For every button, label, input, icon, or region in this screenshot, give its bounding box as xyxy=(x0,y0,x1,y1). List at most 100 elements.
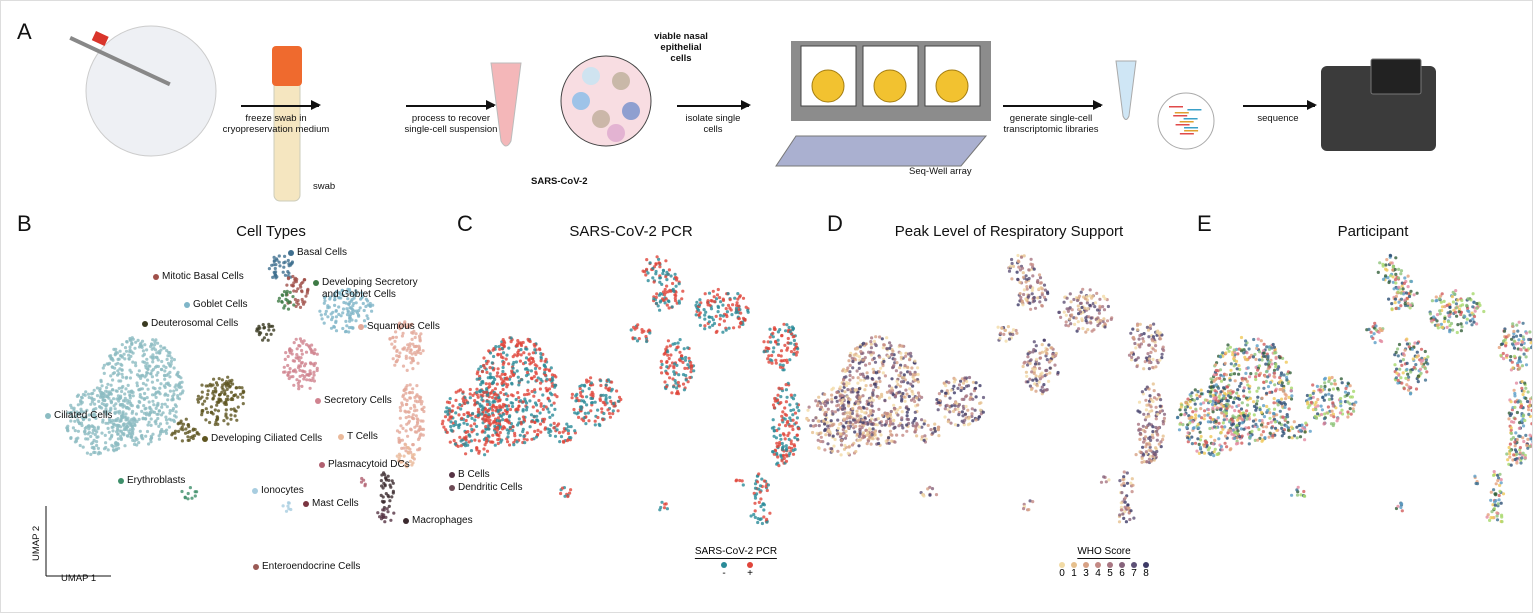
umap-point xyxy=(1031,274,1035,278)
umap-point xyxy=(1074,316,1078,320)
umap-point xyxy=(163,402,167,406)
umap-point xyxy=(137,369,141,373)
umap-point xyxy=(608,395,612,399)
umap-point xyxy=(1472,300,1476,304)
umap-point xyxy=(224,414,228,418)
umap-point xyxy=(1076,304,1080,308)
umap-point xyxy=(125,340,129,344)
umap-point xyxy=(329,312,333,316)
umap-point xyxy=(151,338,155,342)
umap-point xyxy=(120,372,124,376)
umap-point xyxy=(491,404,495,408)
umap-point xyxy=(883,423,887,427)
umap-point xyxy=(267,267,271,271)
umap-point xyxy=(159,348,163,352)
umap-point xyxy=(507,362,511,366)
umap-point xyxy=(861,421,865,425)
umap-point xyxy=(692,369,696,373)
umap-point xyxy=(855,414,859,418)
umap-point xyxy=(286,277,291,281)
umap-point xyxy=(393,339,397,343)
umap-point xyxy=(281,270,285,274)
umap-point xyxy=(577,415,581,419)
umap-point xyxy=(1161,345,1165,349)
umap-point xyxy=(146,423,150,427)
umap-point xyxy=(311,376,315,380)
umap-point xyxy=(159,344,163,348)
umap-point xyxy=(675,386,679,390)
umap-point xyxy=(498,347,502,351)
umap-point xyxy=(109,383,113,387)
umap-point xyxy=(856,402,861,406)
umap-point xyxy=(116,357,120,361)
umap-point xyxy=(487,413,491,417)
umap-point xyxy=(389,518,393,522)
umap-point xyxy=(115,351,119,355)
umap-point xyxy=(69,411,73,415)
umap-point xyxy=(738,294,742,298)
umap-point xyxy=(233,414,237,418)
umap-point xyxy=(836,408,840,412)
umap-point xyxy=(473,403,477,407)
umap-point xyxy=(826,442,830,446)
umap-point xyxy=(1148,443,1152,447)
umap-point xyxy=(471,393,475,397)
umap-point xyxy=(295,378,299,382)
umap-point xyxy=(934,493,939,497)
umap-point xyxy=(509,336,513,340)
umap-point xyxy=(386,510,390,514)
umap-point xyxy=(469,424,473,428)
umap-point xyxy=(871,427,875,431)
umap-point xyxy=(1399,376,1403,380)
umap-point xyxy=(1423,349,1427,354)
umap-point xyxy=(914,396,919,400)
umap-point xyxy=(823,412,827,416)
umap-point xyxy=(716,305,721,310)
umap-point xyxy=(399,409,403,413)
umap-point xyxy=(305,291,309,295)
umap-point xyxy=(894,369,899,373)
umap-point xyxy=(710,315,714,320)
umap-point xyxy=(788,424,792,428)
umap-point xyxy=(663,380,667,384)
umap-point xyxy=(118,367,122,371)
umap-point xyxy=(1142,453,1146,457)
umap-point xyxy=(791,418,795,422)
umap-point xyxy=(892,403,896,407)
umap-point xyxy=(1394,281,1398,285)
umap-point xyxy=(1454,302,1458,306)
umap-point xyxy=(158,432,162,436)
umap-point xyxy=(1497,345,1501,350)
umap-point xyxy=(509,340,513,344)
umap-point xyxy=(707,315,712,319)
umap-point xyxy=(475,448,479,452)
umap-point xyxy=(109,401,113,405)
umap-point xyxy=(341,307,346,311)
umap-point xyxy=(978,408,983,412)
umap-point xyxy=(862,406,866,410)
umap-point xyxy=(421,349,425,353)
umap-point xyxy=(302,339,306,343)
umap-point xyxy=(400,460,404,464)
umap-point xyxy=(735,478,739,482)
umap-point xyxy=(498,431,502,435)
umap-point xyxy=(660,362,664,367)
umap-point xyxy=(873,382,877,386)
umap-point xyxy=(1029,284,1033,288)
umap-point xyxy=(1393,278,1398,282)
umap-point xyxy=(331,315,335,319)
umap-point xyxy=(835,399,839,403)
umap-point xyxy=(507,443,512,447)
umap-point xyxy=(346,297,350,301)
umap-point xyxy=(398,351,402,355)
umap-point xyxy=(1399,359,1403,363)
umap-point xyxy=(861,372,865,376)
umap-point xyxy=(179,427,183,431)
umap-point xyxy=(141,437,145,441)
umap-point xyxy=(867,414,871,418)
umap-point xyxy=(156,341,160,345)
umap-point xyxy=(844,384,849,388)
umap-point xyxy=(502,379,506,383)
umap-point xyxy=(779,401,783,405)
umap-point xyxy=(152,355,156,359)
